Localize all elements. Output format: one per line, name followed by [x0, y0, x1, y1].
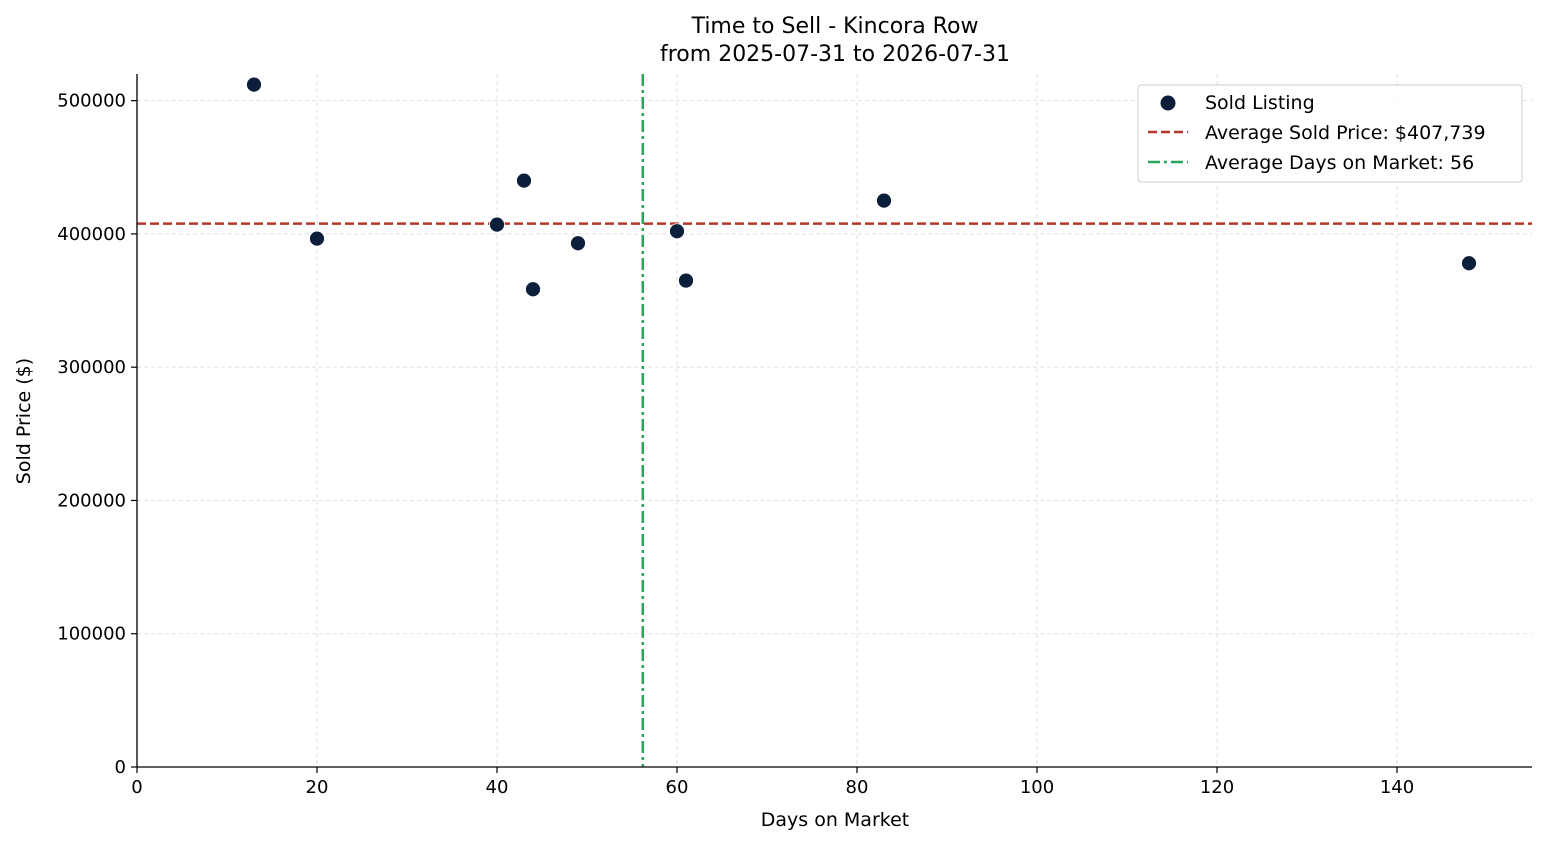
x-tick-labels: 0 20 40 60 80 100 120 140	[131, 777, 1414, 798]
data-point-3	[516, 172, 532, 189]
x-tick-label-7: 140	[1380, 777, 1414, 798]
chart-title: Time to Sell - Kincora Row	[691, 14, 979, 39]
legend: Sold Listing Average Sold Price: $407,73…	[1137, 84, 1523, 183]
x-tick-label-1: 20	[306, 777, 329, 798]
data-point-1	[309, 230, 325, 247]
y-tick-label-5: 500000	[57, 91, 126, 112]
x-tick-label-2: 40	[486, 777, 509, 798]
legend-marker-sold-listing	[1160, 95, 1176, 111]
y-tick-label-2: 200000	[57, 490, 126, 511]
legend-label-average-days: Average Days on Market: 56	[1205, 152, 1474, 174]
data-point-4	[525, 281, 541, 298]
data-point-6	[669, 223, 685, 240]
y-tick-label-1: 100000	[57, 624, 126, 645]
data-point-5	[570, 235, 586, 252]
x-tick-label-4: 80	[846, 777, 869, 798]
data-points	[246, 76, 1477, 298]
data-point-0	[246, 76, 262, 93]
y-tick-label-4: 400000	[57, 224, 126, 245]
y-tick-labels: 0 100000 200000 300000 400000 500000	[57, 91, 126, 778]
chart-subtitle: from 2025-07-31 to 2026-07-31	[660, 42, 1010, 67]
legend-label-average-price: Average Sold Price: $407,739	[1205, 122, 1486, 144]
reference-lines	[137, 74, 1532, 767]
x-axis-label: Days on Market	[761, 809, 909, 831]
x-tick-label-0: 0	[131, 777, 142, 798]
legend-label-sold-listing: Sold Listing	[1205, 92, 1315, 114]
axes	[131, 74, 1532, 773]
x-tick-label-3: 60	[666, 777, 689, 798]
data-point-9	[1461, 255, 1477, 272]
y-axis-label: Sold Price ($)	[13, 358, 35, 484]
legend-box	[1137, 84, 1523, 183]
y-tick-label-0: 0	[115, 757, 126, 778]
x-tick-label-6: 120	[1200, 777, 1234, 798]
y-tick-label-3: 300000	[57, 357, 126, 378]
x-tick-label-5: 100	[1020, 777, 1054, 798]
data-point-2	[489, 216, 505, 233]
data-point-7	[678, 272, 694, 289]
data-point-8	[876, 192, 892, 209]
